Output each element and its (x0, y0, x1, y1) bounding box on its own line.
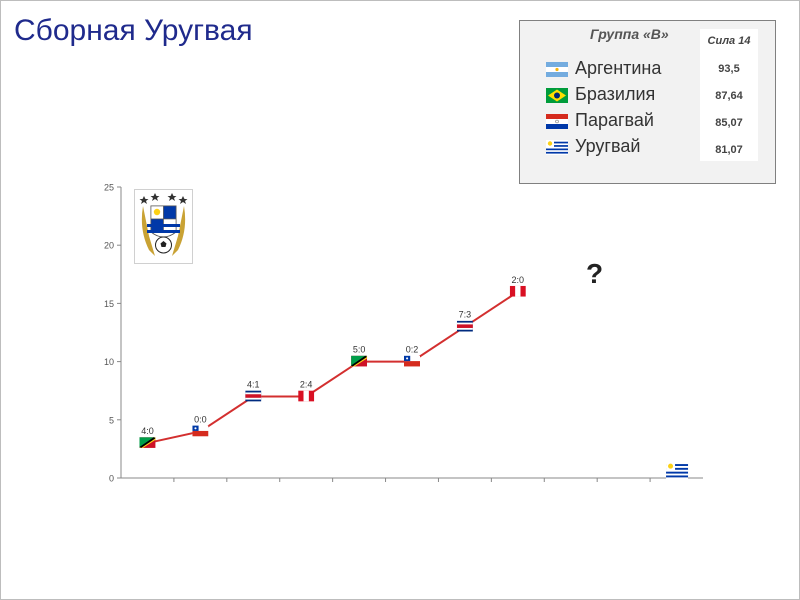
power-value-paraguay: 85,07 (715, 117, 743, 129)
data-label-2: 0:0 (194, 414, 207, 424)
data-point-flag-6 (404, 355, 420, 367)
team-name-argentina: Аргентина (575, 58, 662, 78)
data-label-8: 2:0 (512, 275, 525, 285)
group-panel: Группа «В» Сила 14 93,5 87,64 85,07 81,0… (519, 20, 776, 184)
y-tick-label: 15 (104, 299, 114, 309)
y-tick-label: 20 (104, 241, 114, 251)
y-tick-label: 5 (109, 415, 114, 425)
data-point-flag-4 (298, 390, 315, 402)
data-point-flag-7 (456, 320, 473, 332)
team-name-paraguay: Парагвай (575, 110, 654, 130)
data-label-3: 4:1 (247, 380, 260, 390)
power-value-uruguay: 81,07 (715, 144, 743, 156)
power-column: Сила 14 93,5 87,64 85,07 81,07 (700, 29, 758, 161)
team-row-argentina: Аргентина (546, 58, 746, 80)
y-tick-label: 0 (109, 474, 114, 484)
argentina-flag-icon (546, 62, 568, 77)
data-point-flag-2 (192, 425, 209, 437)
data-label-1: 4:0 (141, 426, 154, 436)
slide-title: Сборная Уругвая (14, 14, 253, 47)
power-value-argentina: 93,5 (718, 63, 740, 75)
team-name-brazil: Бразилия (575, 84, 656, 104)
power-header: Сила 14 (707, 35, 751, 47)
brazil-flag-icon (546, 88, 568, 103)
series-line (147, 290, 519, 445)
group-title: Группа «В» (590, 26, 669, 42)
team-name-uruguay: Уругвай (575, 136, 641, 156)
uruguay-flag-marker (666, 462, 689, 480)
data-label-7: 7:3 (459, 310, 472, 320)
y-tick-label: 10 (104, 357, 114, 367)
team-row-paraguay: Парагвай (546, 110, 746, 132)
team-row-brazil: Бразилия (546, 84, 746, 106)
uruguay-crest-icon (134, 189, 193, 264)
chart-axes: 0 5 10 15 20 25 (104, 183, 703, 484)
uruguay-flag-icon (546, 140, 568, 155)
data-point-flag-8 (509, 285, 526, 297)
team-row-uruguay: Уругвай (546, 136, 746, 158)
data-point-flag-3 (245, 390, 262, 402)
data-point-flag-5 (351, 355, 368, 367)
data-label-6: 0:2 (406, 345, 419, 355)
y-tick-label: 25 (104, 183, 114, 193)
chart-series (147, 290, 519, 445)
power-value-brazil: 87,64 (715, 90, 743, 102)
data-point-flag-1 (139, 437, 156, 448)
data-label-5: 5:0 (353, 345, 366, 355)
paraguay-flag-icon (546, 114, 568, 129)
question-mark: ? (586, 258, 604, 289)
data-label-4: 2:4 (300, 380, 313, 390)
chart-markers: 4:0 0:0 4:1 2:4 5:0 0:2 7:3 2:0 (139, 275, 689, 480)
